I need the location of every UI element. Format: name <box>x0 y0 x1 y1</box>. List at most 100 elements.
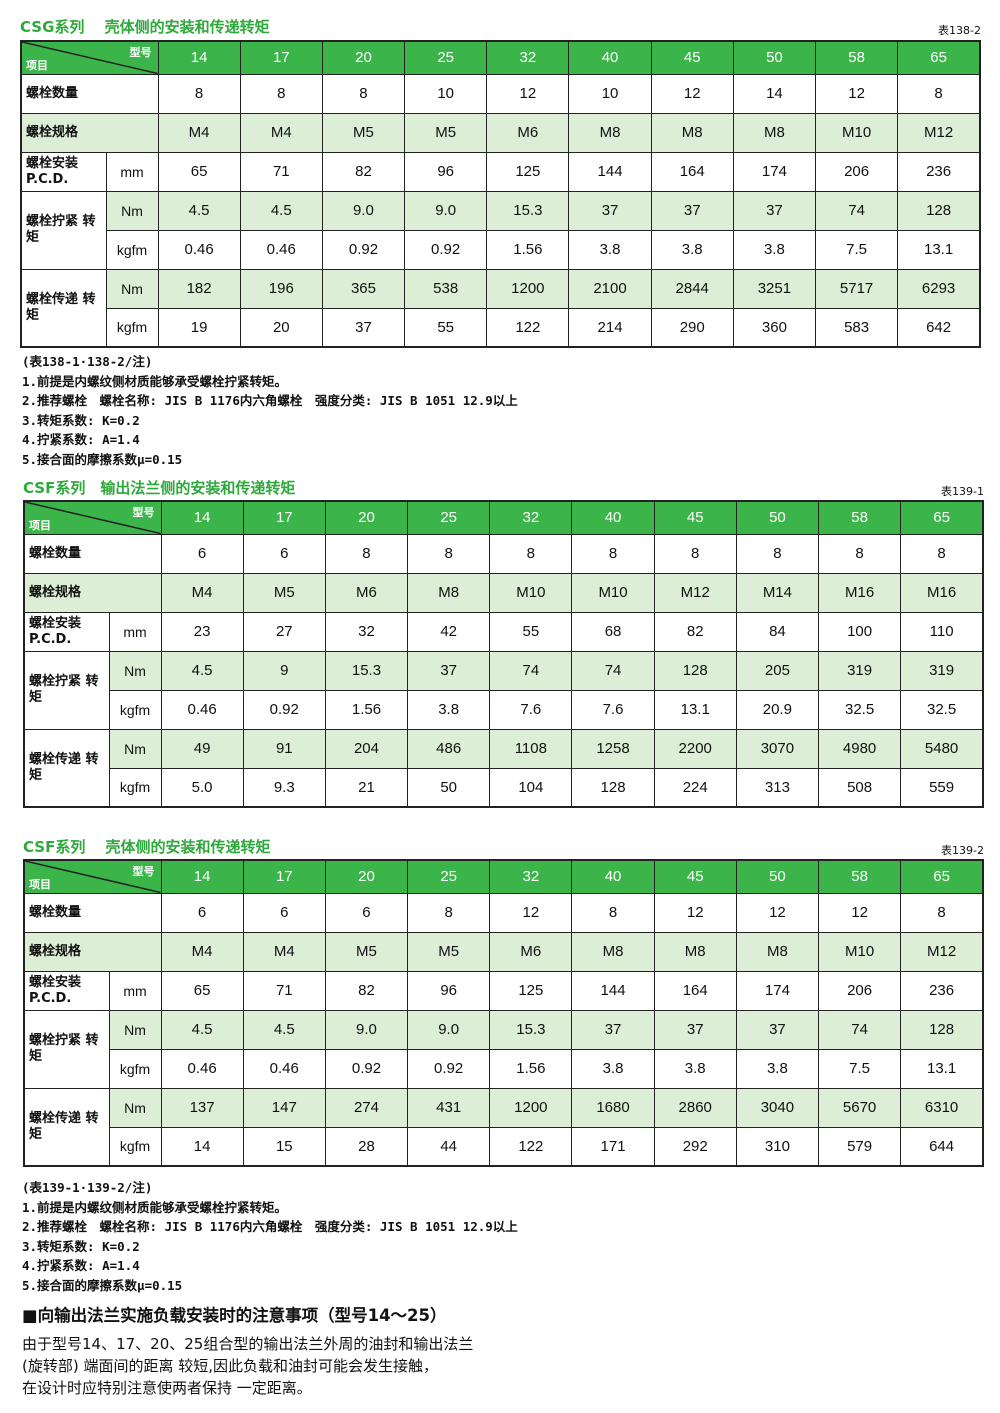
cell: 100 <box>817 611 902 652</box>
cell: 174 <box>732 151 817 192</box>
note-line: (表138-1·138-2/注) <box>22 354 153 369</box>
cell: 10 <box>568 73 652 114</box>
cell: 125 <box>489 970 573 1011</box>
cell: 8 <box>571 533 655 574</box>
model-header: 40 <box>571 859 655 894</box>
row-bolt-count: 螺栓数量 6 6 6 8 12 8 12 12 12 8 <box>23 892 984 933</box>
cell: 3040 <box>735 1087 820 1128</box>
corner-header: 型号 项目 <box>23 859 162 894</box>
cell: 313 <box>735 767 820 808</box>
cell: 508 <box>817 767 902 808</box>
cell: 7.5 <box>817 1048 902 1089</box>
cell: 96 <box>404 151 488 192</box>
cell: M8 <box>407 572 491 613</box>
cell: 4980 <box>817 728 902 769</box>
row-pcd: 螺栓安装 P.C.D. mm 65 71 82 96 125 144 164 174 206 236 <box>20 151 981 192</box>
cell: M16 <box>900 572 984 613</box>
header-row: 型号 项目 14 17 20 25 32 40 45 50 58 65 <box>23 500 984 535</box>
cell: 8 <box>653 533 737 574</box>
model-header: 14 <box>157 40 241 75</box>
model-header: 50 <box>735 500 820 535</box>
cell: 559 <box>900 767 984 808</box>
cell: 8 <box>321 73 406 114</box>
model-header: 14 <box>160 859 244 894</box>
cell: 125 <box>486 151 570 192</box>
row-label: 螺栓传递 转矩 <box>23 1087 110 1167</box>
row-transfer-kgfm: kgfm 19 20 37 55 122 214 290 360 583 642 <box>21 307 981 348</box>
row-bolt-spec: 螺栓规格 M4 M4 M5 M5 M6 M8 M8 M8 M10 M12 <box>23 931 984 972</box>
cell: 32 <box>324 611 409 652</box>
cell: 583 <box>814 307 899 348</box>
cell: 49 <box>160 728 244 769</box>
table-title: CSG系列 壳体侧的安装和传递转矩 <box>20 18 270 36</box>
cell: M5 <box>407 931 491 972</box>
torque-table: 型号 项目 14 17 20 25 32 40 45 50 58 65 螺栓数量 6 6 6 8 12 8 12 12 1… <box>23 859 984 1167</box>
cell: 37 <box>650 190 734 231</box>
cell: 128 <box>900 1009 984 1050</box>
cell: 0.92 <box>404 229 488 270</box>
cell: M10 <box>571 572 655 613</box>
model-header: 14 <box>160 500 244 535</box>
model-header: 32 <box>486 40 570 75</box>
cell: 12 <box>814 73 899 114</box>
cell: 12 <box>486 73 570 114</box>
row-transfer-nm: 螺栓传递 转矩 Nm 182 196 365 538 1200 2100 2844 3251 571… <box>20 268 981 348</box>
corner-header: 型号 项目 <box>23 500 162 535</box>
cell: 68 <box>571 611 655 652</box>
model-header: 58 <box>817 500 902 535</box>
cell: 96 <box>407 970 491 1011</box>
cell: 0.92 <box>407 1048 491 1089</box>
diagonal-divider <box>22 42 158 74</box>
cell: 37 <box>571 1009 655 1050</box>
row-label: 螺栓拧紧 转矩 <box>23 650 110 730</box>
cell: 55 <box>404 307 488 348</box>
unit-label: mm <box>108 611 162 652</box>
row-label: 螺栓规格 <box>23 931 162 972</box>
cell: 0.92 <box>321 229 406 270</box>
cell: 9 <box>242 650 326 691</box>
model-header: 40 <box>568 40 652 75</box>
cell: 74 <box>489 650 573 691</box>
cell: 27 <box>242 611 326 652</box>
note-line: 3.转矩系数: K=0.2 <box>22 412 140 428</box>
unit-label: Nm <box>105 190 159 231</box>
header-row: 型号 项目 14 17 20 25 32 40 45 50 58 65 <box>20 40 981 75</box>
row-label: 螺栓安装 P.C.D. <box>20 151 107 192</box>
cell: 3.8 <box>735 1048 820 1089</box>
cell: 4.5 <box>160 650 244 691</box>
cell: 2844 <box>650 268 734 309</box>
row-label: 螺栓安装 P.C.D. <box>23 970 110 1011</box>
cell: 8 <box>324 533 409 574</box>
cell: M12 <box>653 572 737 613</box>
cell: M5 <box>404 112 488 153</box>
cell: 84 <box>735 611 820 652</box>
cell: 486 <box>407 728 491 769</box>
model-header: 58 <box>817 859 902 894</box>
cell: 3251 <box>732 268 817 309</box>
row-label: 螺栓安装 P.C.D. <box>23 611 110 652</box>
cell: 37 <box>653 1009 737 1050</box>
caution-heading: ■向输出法兰实施负载安装时的注意事项（型号14～25） <box>22 1306 447 1325</box>
note-line: 4.拧紧系数: A=1.4 <box>22 1258 140 1273</box>
row-label: 螺栓数量 <box>23 892 162 933</box>
cell: 37 <box>732 190 817 231</box>
cell: 82 <box>324 970 409 1011</box>
table-title: CSF系列 壳体侧的安装和传递转矩 <box>23 838 271 856</box>
cell: 13.1 <box>900 1048 984 1089</box>
cell: 14 <box>160 1126 244 1167</box>
unit-label: kgfm <box>108 1048 162 1089</box>
cell: 6 <box>160 533 244 574</box>
cell: 292 <box>653 1126 737 1167</box>
unit-label: Nm <box>105 268 159 309</box>
cell: 8 <box>157 73 241 114</box>
caution-paragraph: 由于型号14、17、20、25组合型的输出法兰外周的油封和输出法兰 (旋转部) 端… <box>22 1333 473 1399</box>
cell: 206 <box>814 151 899 192</box>
cell: 12 <box>650 73 734 114</box>
cell: 4.5 <box>160 1009 244 1050</box>
cell: 6 <box>160 892 244 933</box>
cell: 91 <box>242 728 326 769</box>
cell: 9.0 <box>324 1009 409 1050</box>
model-header: 20 <box>324 500 409 535</box>
unit-label: Nm <box>108 728 162 769</box>
model-header: 58 <box>814 40 899 75</box>
